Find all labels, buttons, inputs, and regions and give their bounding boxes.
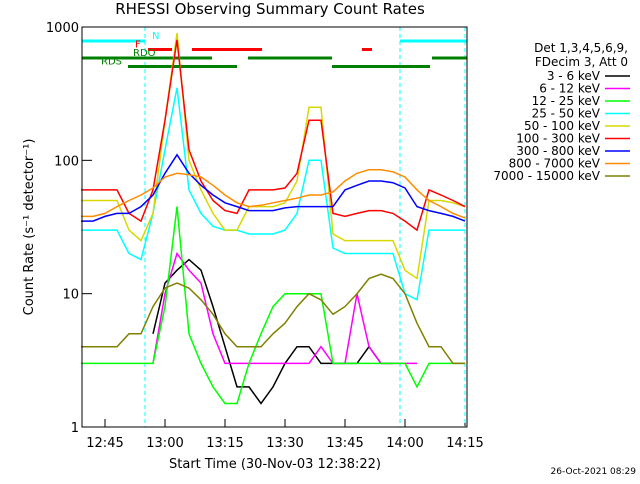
series-line: [81, 39, 466, 232]
x-tick-label: 12:45: [86, 436, 123, 451]
series-line: [81, 206, 465, 405]
legend-label: 25 - 50 keV: [532, 107, 601, 121]
chart-title: RHESSI Observing Summary Count Rates: [115, 0, 425, 18]
x-axis-label: Start Time (30-Nov-03 12:38:22): [169, 457, 381, 472]
legend-label: 7000 - 15000 keV: [493, 169, 600, 183]
legend-label: 12 - 25 keV: [532, 94, 601, 108]
flag-label: RDS: [101, 57, 122, 68]
flag-label: F: [135, 40, 141, 51]
legend-label: 6 - 12 keV: [539, 82, 601, 96]
x-tick-label: 13:15: [206, 436, 243, 451]
x-tick-label: 13:45: [326, 436, 363, 451]
series-line: [81, 153, 466, 222]
series-line: [81, 273, 465, 365]
x-tick-label: 13:30: [266, 436, 303, 451]
legend-label: 3 - 6 keV: [547, 69, 601, 83]
series-line: [81, 32, 466, 280]
footer: 26-Oct-2021 08:29: [551, 467, 637, 477]
x-tick-label: 14:15: [446, 436, 483, 451]
flag-label: RDO: [133, 48, 156, 59]
legend-label: 100 - 300 keV: [516, 132, 600, 146]
y-tick-label: 1: [71, 421, 79, 436]
legend-label: 300 - 800 keV: [516, 144, 600, 158]
legend-label: 50 - 100 keV: [524, 119, 601, 133]
flag-label: N: [152, 31, 159, 42]
x-tick-label: 14:00: [386, 436, 423, 451]
y-tick-label: 10: [62, 288, 79, 303]
y-axis-label: Count Rate (s⁻¹ detector⁻¹): [22, 139, 37, 316]
legend-header: FDecim 3, Att 0: [535, 55, 628, 69]
x-tick-label: 13:00: [146, 436, 183, 451]
y-tick-label: 100: [54, 154, 79, 169]
legend-label: 800 - 7000 keV: [509, 157, 601, 171]
legend-header: Det 1,3,4,5,6,9,: [534, 41, 628, 55]
series-line: [81, 168, 466, 219]
plot-frame: [81, 26, 468, 428]
series-line: [81, 87, 465, 301]
series-line: [152, 251, 417, 365]
y-tick-label: 1000: [46, 21, 79, 36]
